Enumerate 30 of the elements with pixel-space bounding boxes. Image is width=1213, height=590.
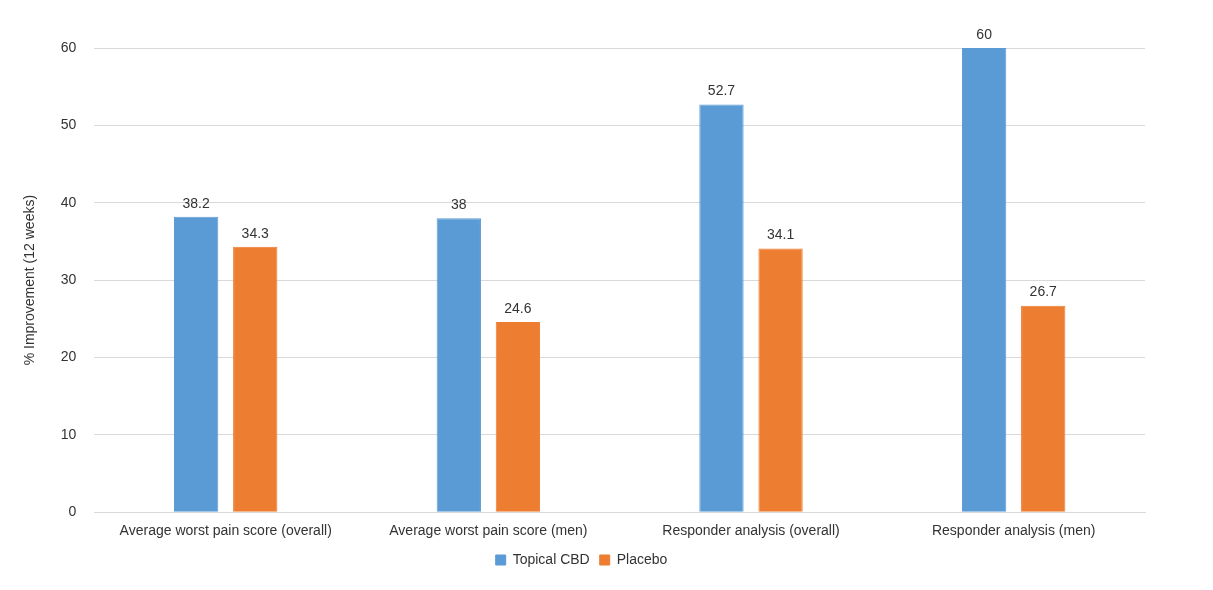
y-tick-label: 20 [60,348,77,365]
x-tick-label: Average worst pain score (overall) [119,522,332,539]
y-tick-label: 40 [60,193,77,210]
x-tick-label: Responder analysis (overall) [662,522,840,539]
y-tick-label: 60 [60,38,77,55]
bar [173,216,219,512]
data-label: 34.1 [766,226,795,243]
x-tick-label: Average worst pain score (men) [389,522,588,539]
y-tick-label: 0 [68,503,77,520]
bar [961,48,1007,512]
data-label: 24.6 [504,299,532,316]
data-label: 34.3 [241,224,270,241]
data-label: 52.7 [707,82,736,99]
bar [233,246,278,512]
y-axis-title: % Improvement (12 weeks) [21,194,38,366]
bar [436,218,481,512]
data-label: 26.7 [1029,283,1058,300]
data-label: 60 [976,25,993,42]
data-label: 38 [451,196,467,213]
y-tick-label: 10 [60,425,77,442]
bar [699,104,744,512]
x-tick-label: Responder analysis (men) [931,522,1096,539]
y-tick-label: 50 [60,116,77,133]
legend-label: Topical CBD [512,550,590,567]
bar [1021,305,1066,512]
bar [758,248,803,512]
data-label: 38.2 [182,194,210,211]
y-tick-label: 30 [60,270,77,287]
legend-label: Placebo [616,550,668,567]
bar [495,321,541,512]
